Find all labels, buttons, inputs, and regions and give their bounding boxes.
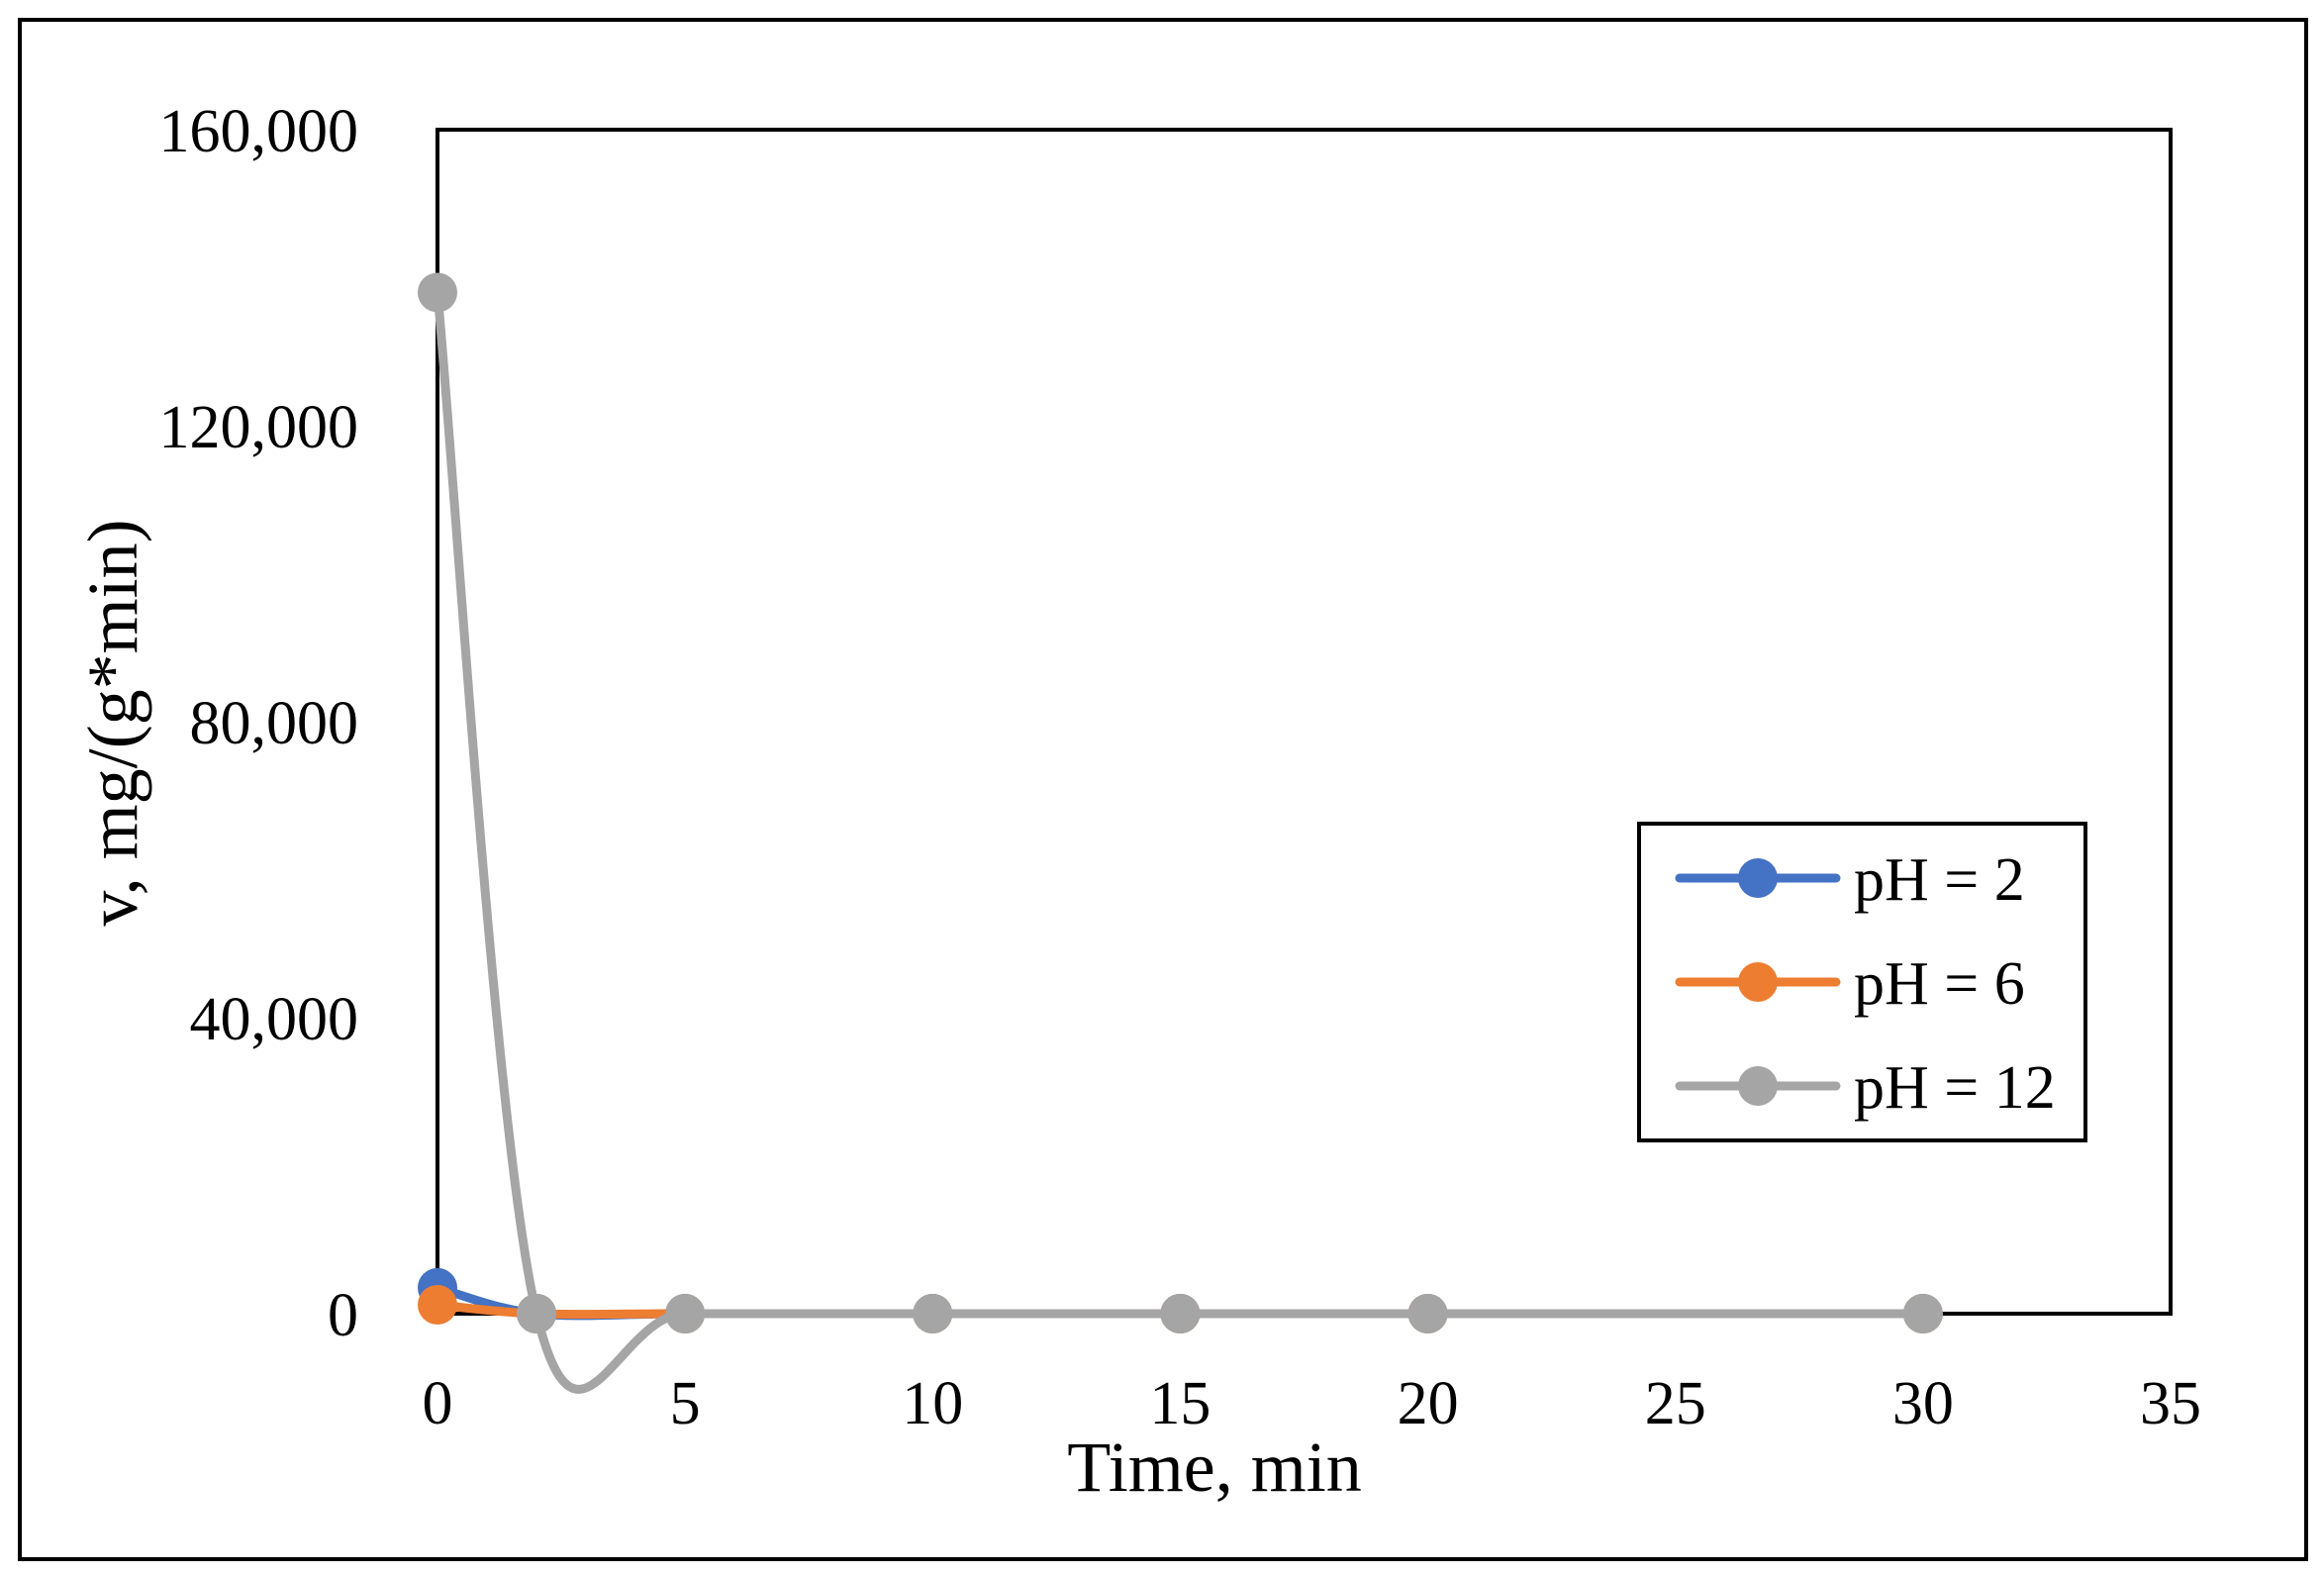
- data-point: [517, 1294, 557, 1333]
- x-tick-label: 20: [1398, 1370, 1459, 1437]
- data-point: [418, 1285, 457, 1326]
- x-axis-label: Time, min: [1067, 1428, 1361, 1507]
- y-tick-label: 40,000: [190, 986, 359, 1053]
- x-tick-label: 10: [902, 1370, 963, 1437]
- x-tick-label: 0: [423, 1370, 453, 1437]
- legend-entry: pH = 6: [1675, 950, 2025, 1018]
- data-point: [1407, 1294, 1448, 1333]
- data-point: [665, 1294, 706, 1333]
- legend-label: pH = 12: [1854, 1054, 2056, 1122]
- legend-marker: [1738, 1066, 1778, 1106]
- y-tick-label: 160,000: [159, 98, 359, 165]
- legend-entry: pH = 12: [1675, 1054, 2056, 1122]
- y-tick-label: 120,000: [159, 394, 359, 461]
- x-tick-label: 5: [670, 1370, 701, 1437]
- chart-outer-border: [18, 18, 2308, 1561]
- series-3: [418, 272, 1943, 1394]
- legend-entry: pH = 2: [1675, 846, 2025, 914]
- y-tick-label: 80,000: [190, 690, 359, 757]
- legend-items: pH = 2 pH = 6 pH = 12: [1675, 846, 2056, 1122]
- data-point: [1160, 1294, 1201, 1333]
- x-tick-label: 25: [1645, 1370, 1706, 1437]
- legend-marker: [1738, 962, 1778, 1002]
- x-tick-label: 30: [1892, 1370, 1954, 1437]
- legend-label: pH = 2: [1854, 846, 2025, 914]
- data-point: [1902, 1294, 1943, 1333]
- y-tick-label: 0: [328, 1282, 358, 1349]
- x-axis-ticks: 0 5 10 15 20 25 30 35: [423, 1370, 2202, 1437]
- series-layer: [418, 272, 1943, 1394]
- y-axis-label: v, mg/(g*min): [73, 519, 152, 926]
- series-line: [433, 287, 1928, 1394]
- data-point: [913, 1294, 953, 1333]
- legend-marker: [1738, 858, 1778, 898]
- legend: pH = 2 pH = 6 pH = 12: [1637, 822, 2087, 1142]
- y-axis-ticks: 0 40,000 80,000 120,000 160,000: [159, 98, 359, 1349]
- legend-label: pH = 6: [1854, 950, 2025, 1018]
- x-tick-label: 35: [2140, 1370, 2201, 1437]
- x-tick-label: 15: [1149, 1370, 1210, 1437]
- data-point: [418, 272, 457, 313]
